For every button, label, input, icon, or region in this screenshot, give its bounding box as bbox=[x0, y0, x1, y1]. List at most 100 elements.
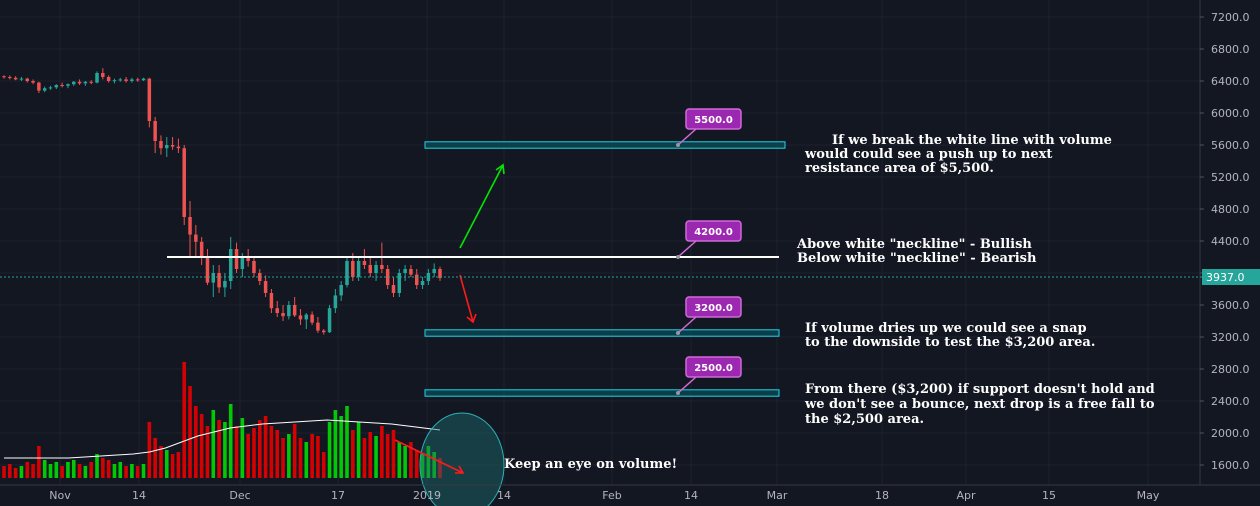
price-tick-label: 1600.0 bbox=[1211, 459, 1250, 472]
volume-bar bbox=[194, 406, 198, 478]
candle-body bbox=[380, 265, 384, 269]
volume-decline-arrow bbox=[394, 439, 464, 474]
annotation-volume: Keep an eye on volume! bbox=[504, 457, 677, 472]
volume-bar bbox=[147, 422, 152, 478]
candle-body bbox=[240, 257, 245, 269]
candle-body bbox=[72, 81, 76, 85]
candle-body bbox=[252, 261, 256, 273]
volume-bar bbox=[135, 466, 140, 478]
price-axis[interactable]: 7200.0 6800.0 6400.0 6000.0 5600.0 5200.0 4800… bbox=[1200, 11, 1250, 472]
candle-body bbox=[217, 273, 221, 288]
candle-body bbox=[141, 78, 146, 81]
volume-bar bbox=[66, 462, 70, 478]
volume-bar bbox=[310, 434, 314, 478]
price-tick-label: 6400.0 bbox=[1211, 75, 1250, 88]
volume-bar bbox=[37, 446, 41, 478]
candle-body bbox=[385, 269, 390, 285]
annotation-bullish: Above white "neckline" - Bullish bbox=[796, 237, 1032, 252]
level-anchor-dot bbox=[676, 331, 680, 335]
candle-body bbox=[165, 145, 169, 149]
annotation-freefall-line3: the $2,500 area. bbox=[805, 412, 924, 427]
candle-body bbox=[60, 85, 64, 86]
volume-bar bbox=[374, 436, 378, 478]
time-tick-label: Nov bbox=[49, 489, 71, 502]
volume-bar bbox=[333, 410, 338, 478]
volume-bar bbox=[182, 362, 187, 478]
last-price-badge bbox=[1202, 269, 1260, 285]
volume-bar bbox=[101, 458, 105, 478]
volume-bar bbox=[351, 430, 355, 478]
candle-body bbox=[438, 269, 442, 279]
volume-bar bbox=[13, 468, 18, 478]
volume-bar bbox=[327, 422, 332, 478]
volume-bar bbox=[83, 466, 88, 478]
candle-body bbox=[153, 121, 157, 141]
volume-bar bbox=[223, 422, 227, 478]
candle-body bbox=[170, 145, 175, 147]
volume-bar bbox=[385, 434, 390, 478]
annotation-bearish: Below white "neckline" - Bearish bbox=[797, 251, 1037, 266]
time-tick-label: Apr bbox=[956, 489, 976, 502]
level-label-box bbox=[685, 220, 742, 242]
candle-body bbox=[199, 241, 204, 257]
volume-bar bbox=[112, 464, 117, 478]
price-zone bbox=[424, 329, 780, 337]
annotation-freefall-line1: From there ($3,200) if support doesn't h… bbox=[805, 382, 1155, 397]
annotation-snap-line1: If volume dries up we could see a snap bbox=[805, 321, 1087, 336]
price-tick-label: 6000.0 bbox=[1211, 107, 1250, 120]
level-label-box bbox=[685, 296, 742, 318]
volume-bar bbox=[281, 438, 285, 478]
candle-body bbox=[409, 269, 413, 275]
candle-body bbox=[25, 78, 29, 81]
volume-bar bbox=[211, 410, 216, 478]
candle-body bbox=[304, 314, 309, 320]
candle-body bbox=[339, 285, 343, 296]
annotation-breakout-line3: resistance area of $5,500. bbox=[805, 161, 994, 176]
candle-body bbox=[159, 141, 163, 149]
volume-bar bbox=[130, 464, 134, 478]
bearish-arrow bbox=[459, 274, 474, 323]
volume-bar bbox=[2, 466, 6, 478]
candle-body bbox=[2, 76, 6, 78]
price-tick-label: 6800.0 bbox=[1211, 43, 1250, 56]
grid-lines bbox=[0, 0, 1200, 485]
level-label-text: 5500.0 bbox=[694, 115, 733, 126]
candle-body bbox=[147, 78, 152, 121]
bullish-arrow-head bbox=[495, 163, 505, 175]
volume-bar bbox=[106, 460, 111, 478]
time-tick-label: 15 bbox=[1042, 489, 1056, 502]
level-anchor-dot bbox=[676, 255, 680, 259]
candle-body bbox=[269, 293, 274, 309]
volume-bar bbox=[409, 442, 413, 478]
price-tick-label: 7200.0 bbox=[1211, 11, 1250, 24]
level-label-pointer bbox=[677, 240, 697, 258]
candle-body bbox=[292, 305, 297, 316]
candle-body bbox=[112, 80, 117, 82]
price-tick-label: 4800.0 bbox=[1211, 203, 1250, 216]
candle-body bbox=[310, 314, 314, 323]
price-zone bbox=[424, 389, 780, 397]
volume-decline-arrow-head bbox=[455, 465, 465, 474]
volume-bar bbox=[275, 430, 280, 478]
candle-body bbox=[42, 88, 47, 91]
volume-bar bbox=[71, 460, 76, 478]
candle-body bbox=[397, 273, 402, 293]
candle-body bbox=[223, 281, 227, 288]
candle-body bbox=[118, 79, 123, 81]
candle-body bbox=[298, 315, 303, 320]
level-label-text: 3200.0 bbox=[694, 303, 733, 314]
price-tick-label: 2000.0 bbox=[1211, 427, 1250, 440]
bullish-arrow bbox=[459, 164, 504, 249]
time-axis[interactable]: Nov 14 Dec 17 2019 14 Feb 14 Mar 18 Apr 15 May bbox=[49, 489, 1160, 502]
candle-body bbox=[316, 322, 320, 331]
volume-bar bbox=[420, 454, 425, 478]
volume-bar bbox=[118, 462, 123, 478]
price-tick-label: 3200.0 bbox=[1211, 331, 1250, 344]
volume-bar bbox=[164, 450, 169, 478]
volume-bar bbox=[234, 426, 239, 478]
candle-body bbox=[246, 257, 250, 261]
candle-body bbox=[135, 79, 140, 81]
price-tick-label: 5200.0 bbox=[1211, 171, 1250, 184]
volume-bar bbox=[141, 464, 146, 478]
